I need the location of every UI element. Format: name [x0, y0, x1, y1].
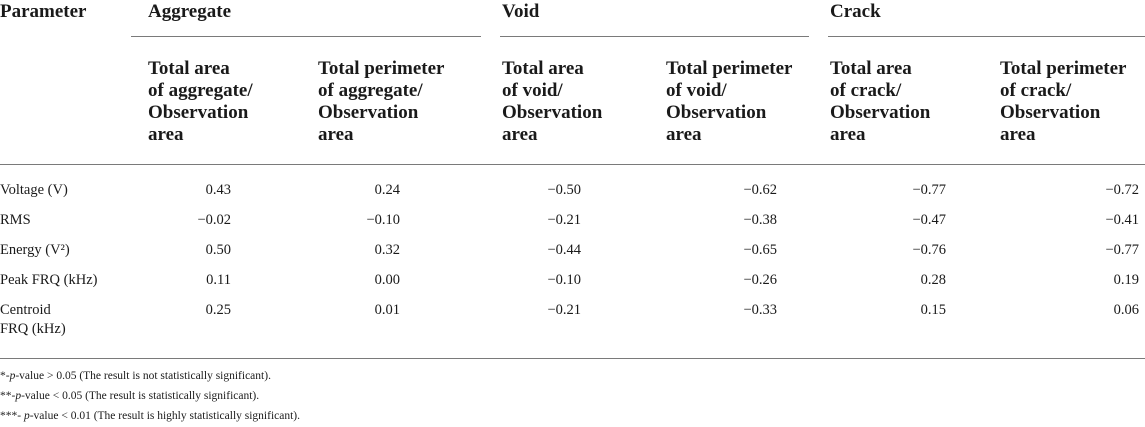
- table-cell: 0.25: [205, 302, 231, 318]
- table-cell: 0.32: [374, 242, 400, 258]
- footnote-text: -value > 0.05 (The result is not statist…: [15, 370, 271, 382]
- table-cell: 0.19: [1113, 272, 1139, 288]
- footnote-prefix: *-: [0, 370, 10, 382]
- row-label: Voltage (V): [0, 182, 68, 198]
- row-label: Centroid: [0, 302, 51, 318]
- group-header-void: Void: [502, 1, 540, 22]
- table-cell: −0.72: [1105, 182, 1139, 198]
- footnote: *-p-value > 0.05 (The result is not stat…: [0, 370, 271, 382]
- table-cell: −0.65: [743, 242, 777, 258]
- parameter-header: Parameter: [0, 1, 87, 22]
- table-cell: −0.44: [547, 242, 581, 258]
- table-cell: −0.77: [1105, 242, 1139, 258]
- table-cell: −0.10: [366, 212, 400, 228]
- table-cell: −0.02: [197, 212, 231, 228]
- footnote-prefix: ***-: [0, 410, 24, 422]
- table-cell: −0.33: [743, 302, 777, 318]
- table-cell: −0.47: [912, 212, 946, 228]
- table-cell: 0.06: [1113, 302, 1139, 318]
- group-rule-crack: [828, 36, 1145, 37]
- table-cell: 0.01: [374, 302, 400, 318]
- subheader-void-area: Total area of void/ Observation area: [502, 58, 603, 145]
- table-cell: −0.77: [912, 182, 946, 198]
- table-cell: 0.50: [205, 242, 231, 258]
- header-bottom-rule: [0, 164, 1145, 165]
- footnote-text: -value < 0.05 (The result is statistical…: [21, 390, 260, 402]
- table-cell: 0.43: [205, 182, 231, 198]
- footnote-text: -value < 0.01 (The result is highly stat…: [29, 410, 301, 422]
- table-cell: −0.21: [547, 212, 581, 228]
- group-rule-aggregate: [131, 36, 481, 37]
- subheader-aggregate-area: Total area of aggregate/ Observation are…: [148, 58, 253, 145]
- group-header-aggregate: Aggregate: [148, 1, 232, 22]
- table-cell: −0.38: [743, 212, 777, 228]
- subheader-crack-area: Total area of crack/ Observation area: [830, 58, 931, 145]
- row-label: RMS: [0, 212, 31, 228]
- table-cell: −0.41: [1105, 212, 1139, 228]
- table-cell: −0.62: [743, 182, 777, 198]
- table-cell: −0.21: [547, 302, 581, 318]
- table-cell: 0.24: [374, 182, 400, 198]
- table-cell: 0.28: [920, 272, 946, 288]
- subheader-void-perimeter: Total perimeter of void/ Observation are…: [666, 58, 793, 145]
- footnote-p: p: [15, 390, 22, 402]
- table-cell: 0.00: [374, 272, 400, 288]
- table-cell: 0.11: [206, 272, 231, 288]
- subheader-aggregate-perimeter: Total perimeter of aggregate/ Observatio…: [318, 58, 445, 145]
- row-label-continuation: FRQ (kHz): [0, 321, 66, 337]
- footnote: **-p-value < 0.05 (The result is statist…: [0, 390, 259, 402]
- table-cell: −0.26: [743, 272, 777, 288]
- table-cell: −0.76: [912, 242, 946, 258]
- table-cell: −0.10: [547, 272, 581, 288]
- footnote-p: p: [9, 370, 16, 382]
- table-cell: 0.15: [920, 302, 946, 318]
- footnote: ***- p-value < 0.01 (The result is highl…: [0, 410, 300, 422]
- row-label: Peak FRQ (kHz): [0, 272, 98, 288]
- footnote-p: p: [23, 410, 30, 422]
- subheader-crack-perimeter: Total perimeter of crack/ Observation ar…: [1000, 58, 1127, 145]
- footnote-prefix: **-: [0, 390, 16, 402]
- group-rule-void: [500, 36, 809, 37]
- table-bottom-rule: [0, 358, 1145, 359]
- row-label: Energy (V²): [0, 242, 70, 258]
- table-cell: −0.50: [547, 182, 581, 198]
- group-header-crack: Crack: [830, 1, 881, 22]
